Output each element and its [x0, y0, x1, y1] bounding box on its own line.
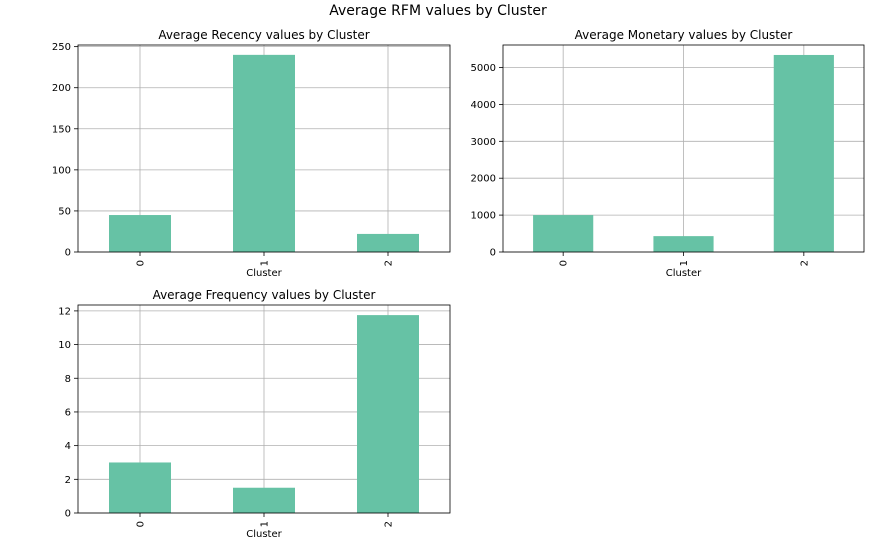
frequency-chart: Average Frequency values by Cluster 0 2 4 6 8… — [58, 288, 451, 540]
frequency-bar-1 — [233, 487, 295, 513]
frequency-x-tick-label: 1 — [260, 521, 271, 527]
frequency-y-tick-label: 0 — [65, 509, 71, 520]
recency-y-tick-label: 50 — [58, 206, 71, 217]
figure-title: Average RFM values by Cluster — [329, 3, 547, 19]
monetary-x-tick-label: 1 — [679, 260, 690, 266]
frequency-bar-0 — [109, 462, 171, 513]
monetary-x-axis-label: Cluster — [666, 268, 702, 279]
frequency-y-tick-label: 6 — [65, 407, 71, 418]
monetary-y-tick-label: 1000 — [471, 211, 496, 222]
recency-chart-title: Average Recency values by Cluster — [158, 28, 369, 42]
monetary-bar-0 — [533, 215, 594, 252]
frequency-y-tick-label: 10 — [58, 340, 71, 351]
recency-x-axis-label: Cluster — [246, 268, 282, 279]
recency-y-tick-label: 200 — [52, 83, 71, 94]
recency-x-tick-label: 2 — [384, 260, 395, 266]
frequency-x-axis-label: Cluster — [246, 529, 282, 540]
frequency-y-tick-label: 4 — [65, 441, 71, 452]
frequency-x-tick-label: 0 — [136, 521, 147, 527]
frequency-x-tick-label: 2 — [384, 521, 395, 527]
recency-y-tick-label: 250 — [52, 42, 71, 53]
recency-x-tick-label: 1 — [260, 260, 271, 266]
recency-y-tick-label: 0 — [65, 248, 71, 259]
monetary-y-tick-label: 0 — [490, 248, 496, 259]
monetary-bar-1 — [653, 236, 714, 252]
recency-x-tick-label: 0 — [136, 260, 147, 266]
monetary-chart-title: Average Monetary values by Cluster — [575, 28, 793, 42]
frequency-y-tick-label: 12 — [58, 306, 71, 317]
monetary-y-tick-label: 2000 — [471, 174, 496, 185]
monetary-y-tick-label: 4000 — [471, 100, 496, 111]
recency-bar-2 — [357, 233, 419, 252]
frequency-y-tick-label: 8 — [65, 374, 71, 385]
recency-bar-1 — [233, 54, 295, 252]
frequency-chart-title: Average Frequency values by Cluster — [153, 288, 376, 302]
recency-y-tick-label: 150 — [52, 124, 71, 135]
recency-bar-0 — [109, 215, 171, 252]
monetary-bar-2 — [773, 54, 834, 252]
monetary-y-tick-label: 3000 — [471, 137, 496, 148]
frequency-y-tick-label: 2 — [65, 475, 71, 486]
recency-y-tick-label: 100 — [52, 165, 71, 176]
monetary-x-tick-label: 2 — [799, 260, 810, 266]
monetary-x-tick-label: 0 — [559, 260, 570, 266]
recency-chart: Average Recency values by Cluster 0 50 100 1… — [52, 28, 451, 279]
frequency-bar-2 — [357, 315, 419, 513]
monetary-chart: Average Monetary values by Cluster 0 1000 2… — [471, 28, 865, 279]
monetary-y-tick-label: 5000 — [471, 63, 496, 74]
